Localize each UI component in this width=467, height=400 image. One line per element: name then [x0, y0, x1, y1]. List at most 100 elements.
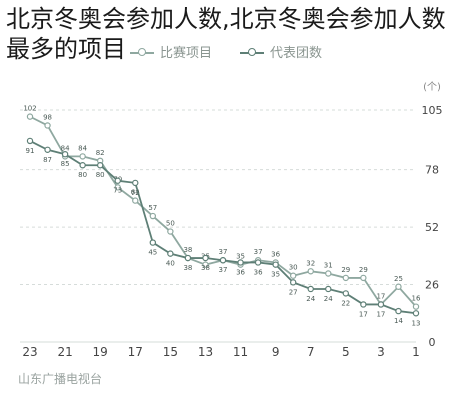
data-point-1 [307, 268, 314, 275]
y-tick-label: 105 [422, 104, 443, 117]
data-label-1: 37 [219, 248, 228, 256]
x-tick-label: 21 [57, 345, 72, 359]
data-label-1: 50 [166, 220, 175, 228]
legend-label-2: 代表团数 [270, 46, 323, 61]
data-label-2: 38 [201, 264, 210, 272]
data-label-1: 25 [394, 275, 403, 283]
data-point-2 [149, 239, 157, 246]
y-tick-label: 78 [425, 164, 439, 177]
data-label-2: 37 [219, 266, 228, 274]
data-label-2: 17 [376, 310, 385, 318]
legend-label-1: 比赛项目 [160, 46, 213, 61]
x-tick-label: 19 [93, 345, 108, 359]
data-point-1 [132, 197, 139, 204]
data-point-2 [377, 301, 385, 308]
data-point-1 [167, 228, 174, 235]
data-label-1: 17 [376, 292, 385, 300]
data-point-1 [79, 153, 86, 160]
x-tick-label: 5 [342, 345, 350, 359]
data-label-1: 98 [43, 113, 52, 121]
data-point-1 [149, 212, 157, 220]
data-label-2: 14 [394, 317, 403, 325]
data-point-2 [26, 137, 34, 145]
data-label-2: 13 [412, 319, 421, 327]
data-label-2: 80 [96, 171, 105, 179]
x-tick-label: 7 [307, 345, 315, 359]
data-label-2: 22 [341, 299, 350, 307]
data-label-1: 82 [96, 149, 105, 157]
data-label-1: 30 [289, 264, 298, 272]
data-label-1: 36 [271, 250, 280, 258]
data-point-2 [325, 285, 332, 293]
data-point-2 [289, 279, 297, 286]
data-label-1: 16 [412, 295, 421, 303]
data-point-2 [307, 285, 314, 293]
data-label-2: 87 [43, 156, 52, 164]
data-point-2 [79, 162, 86, 169]
data-point-1 [289, 272, 297, 279]
data-label-2: 24 [306, 295, 315, 303]
data-point-2 [254, 259, 262, 266]
data-point-1 [342, 274, 350, 282]
data-point-1 [114, 184, 121, 191]
data-label-1: 31 [324, 262, 333, 270]
data-point-1 [412, 303, 420, 310]
data-point-2 [44, 146, 51, 153]
question-title: 北京冬奥会参加人数,北京冬奥会参加人数最多的项目 [6, 5, 446, 63]
data-label-2: 17 [359, 310, 368, 318]
data-label-1: 57 [148, 204, 157, 212]
data-point-2 [132, 179, 139, 187]
data-label-2: 36 [254, 268, 263, 276]
data-point-2 [272, 261, 279, 268]
data-point-2 [61, 150, 69, 158]
x-tick-label: 3 [377, 345, 385, 359]
y-tick-label: 0 [429, 336, 436, 349]
data-label-2: 35 [271, 271, 280, 279]
data-point-2 [412, 310, 420, 317]
data-label-1: 29 [341, 266, 350, 274]
data-label-1: 37 [254, 248, 263, 256]
data-label-2: 40 [166, 260, 175, 268]
data-label-1: 84 [61, 144, 70, 152]
data-point-2 [342, 290, 350, 297]
x-tick-label: 9 [272, 345, 280, 359]
data-label-2: 27 [289, 288, 298, 296]
legend-marker-2 [248, 48, 256, 56]
x-tick-label: 23 [22, 345, 37, 359]
data-point-2 [237, 259, 244, 266]
watermark: 山东广播电视台 [18, 372, 103, 386]
data-label-1: 38 [183, 246, 192, 254]
data-label-2: 73 [113, 187, 122, 195]
data-label-2: 45 [148, 249, 157, 257]
data-label-2: 72 [131, 189, 140, 197]
data-point-1 [360, 274, 367, 282]
data-point-2 [184, 254, 192, 262]
data-label-1: 35 [236, 253, 245, 261]
data-point-2 [219, 257, 227, 264]
x-tick-label: 13 [198, 345, 213, 359]
legend-marker-1 [138, 48, 146, 56]
data-label-2: 36 [236, 268, 245, 276]
data-label-2: 80 [78, 171, 87, 179]
data-label-2: 85 [61, 160, 70, 168]
data-label-1: 32 [306, 259, 315, 267]
data-point-2 [96, 162, 104, 169]
data-point-1 [395, 283, 402, 290]
data-point-2 [202, 254, 209, 262]
data-label-1: 102 [23, 105, 36, 113]
data-label-2: 38 [183, 264, 192, 272]
y-tick-label: 52 [425, 221, 439, 234]
data-point-1 [325, 270, 332, 277]
data-point-2 [395, 307, 402, 315]
y-tick-label: 26 [425, 279, 439, 292]
data-label-2: 91 [26, 147, 35, 155]
data-point-2 [114, 177, 121, 184]
data-label-1: 29 [359, 266, 368, 274]
x-tick-label: 11 [233, 345, 248, 359]
data-point-1 [26, 113, 34, 120]
data-point-2 [360, 301, 367, 308]
data-label-1: 84 [78, 144, 87, 152]
data-point-1 [202, 261, 209, 268]
data-point-2 [167, 250, 174, 257]
y-unit-label: (个) [423, 81, 441, 93]
